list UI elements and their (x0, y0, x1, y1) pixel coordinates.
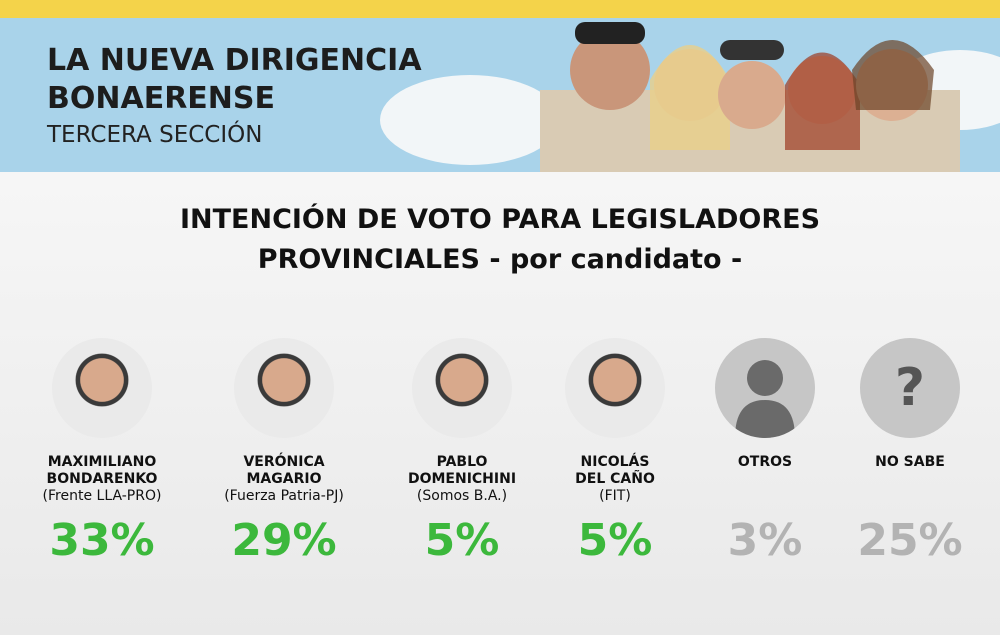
candidate-party: (Frente LLA-PRO) (42, 488, 162, 504)
question-icon: ? (894, 358, 926, 418)
name-line: OTROS (737, 454, 793, 470)
percent: 5% (577, 515, 653, 566)
avatar (234, 338, 334, 438)
silhouette (735, 360, 795, 438)
candidate-party: (Fuerza Patria-PJ) (224, 488, 344, 504)
top-stripe (0, 0, 1000, 18)
percent: 33% (49, 515, 155, 566)
candidate: NICOLÁS DEL CAÑO (FIT) (525, 338, 705, 505)
candidate-name: NICOLÁS DEL CAÑO (525, 454, 705, 488)
name-line: DEL CAÑO (575, 471, 655, 487)
header-title: LA NUEVA DIRIGENCIA BONAERENSE (47, 42, 422, 118)
name-line: MAGARIO (246, 471, 322, 487)
candidate-name: NO SABE (820, 454, 1000, 471)
candidate-name: MAXIMILIANO BONDARENKO (12, 454, 192, 488)
name-line: BONDARENKO (46, 471, 158, 487)
cloud (380, 75, 560, 165)
avatar (715, 338, 815, 438)
candidate-name: PABLO DOMENICHINI (372, 454, 552, 488)
name-line: PABLO (436, 454, 488, 470)
heading-line: INTENCIÓN DE VOTO PARA LEGISLADORES (179, 204, 821, 235)
percent: 3% (727, 515, 803, 566)
heading: INTENCIÓN DE VOTO PARA LEGISLADORES PROV… (0, 200, 1000, 280)
name-line: NICOLÁS (580, 454, 650, 470)
percent: 29% (231, 515, 337, 566)
avatar (412, 338, 512, 438)
header-subtitle: TERCERA SECCIÓN (47, 122, 263, 148)
candidate: PABLO DOMENICHINI (Somos B.A.) (372, 338, 552, 505)
avatar (52, 338, 152, 438)
candidate-party: (Somos B.A.) (416, 488, 508, 504)
illustrated-figures (540, 22, 960, 172)
name-line: VERÓNICA (243, 454, 325, 470)
heading-line: PROVINCIALES - por candidato - (257, 244, 743, 275)
candidate: VERÓNICA MAGARIO (Fuerza Patria-PJ) (194, 338, 374, 505)
candidate: OTROS (675, 338, 855, 471)
header-title-line: LA NUEVA DIRIGENCIA (47, 43, 422, 78)
name-line: DOMENICHINI (407, 471, 517, 487)
candidate-party: (FIT) (599, 488, 631, 504)
header-banner (0, 0, 1000, 172)
candidate: ? NO SABE (820, 338, 1000, 471)
header-title-line: BONAERENSE (47, 81, 275, 116)
name-line: MAXIMILIANO (47, 454, 157, 470)
avatar (565, 338, 665, 438)
percent: 5% (424, 515, 500, 566)
name-line: NO SABE (875, 454, 945, 470)
avatar: ? (860, 338, 960, 438)
percent: 25% (857, 515, 963, 566)
candidate-name: VERÓNICA MAGARIO (194, 454, 374, 488)
candidate: MAXIMILIANO BONDARENKO (Frente LLA-PRO) (12, 338, 192, 505)
candidate-name: OTROS (675, 454, 855, 471)
